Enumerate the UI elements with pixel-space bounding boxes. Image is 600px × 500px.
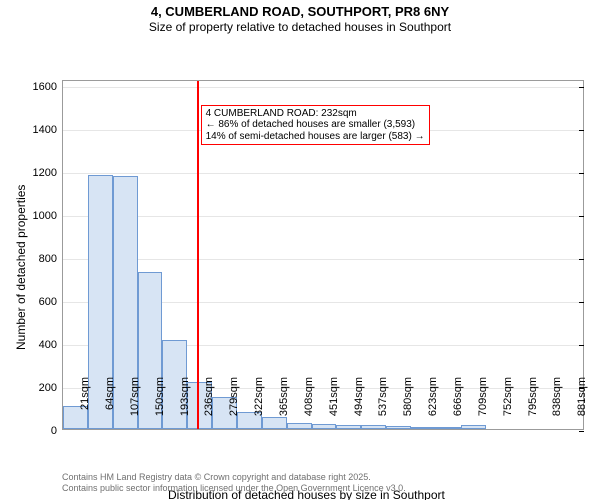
- footer-attribution: Contains HM Land Registry data © Crown c…: [62, 472, 406, 494]
- ytick-label: 1000: [33, 210, 63, 222]
- xtick-label: 838sqm: [551, 377, 563, 433]
- xtick-label: 580sqm: [402, 377, 414, 433]
- plot-area: 020040060080010001200140016004 CUMBERLAN…: [62, 80, 584, 430]
- xtick-label: 709sqm: [477, 377, 489, 433]
- xtick-label: 64sqm: [104, 377, 116, 433]
- xtick-label: 107sqm: [129, 377, 141, 433]
- ytick-mark: [579, 302, 584, 303]
- xtick-label: 666sqm: [452, 377, 464, 433]
- ytick-mark: [579, 87, 584, 88]
- ytick-mark: [579, 345, 584, 346]
- xtick-label: 623sqm: [427, 377, 439, 433]
- gridline: [63, 173, 583, 174]
- y-axis-label: Number of detached properties: [14, 185, 28, 350]
- xtick-label: 322sqm: [253, 377, 265, 433]
- ytick-mark: [579, 130, 584, 131]
- ytick-label: 800: [39, 253, 63, 265]
- annotation-box: 4 CUMBERLAND ROAD: 232sqm← 86% of detach…: [201, 105, 430, 146]
- xtick-label: 21sqm: [79, 377, 91, 433]
- xtick-label: 451sqm: [328, 377, 340, 433]
- xtick-label: 881sqm: [576, 377, 588, 433]
- ytick-mark: [579, 259, 584, 260]
- reference-line: [197, 81, 199, 429]
- annotation-line: ← 86% of detached houses are smaller (3,…: [206, 119, 425, 131]
- annotation-line: 4 CUMBERLAND ROAD: 232sqm: [206, 108, 425, 120]
- ytick-label: 0: [51, 425, 63, 437]
- footer-line: Contains HM Land Registry data © Crown c…: [62, 472, 406, 483]
- xtick-label: 795sqm: [527, 377, 539, 433]
- page-title: 4, CUMBERLAND ROAD, SOUTHPORT, PR8 6NY: [0, 0, 600, 20]
- xtick-label: 365sqm: [278, 377, 290, 433]
- ytick-label: 600: [39, 296, 63, 308]
- xtick-label: 236sqm: [203, 377, 215, 433]
- xtick-label: 494sqm: [353, 377, 365, 433]
- footer-line: Contains public sector information licen…: [62, 483, 406, 494]
- annotation-line: 14% of semi-detached houses are larger (…: [206, 131, 425, 143]
- ytick-label: 200: [39, 382, 63, 394]
- gridline: [63, 216, 583, 217]
- ytick-label: 1600: [33, 81, 63, 93]
- ytick-mark: [579, 173, 584, 174]
- xtick-label: 279sqm: [228, 377, 240, 433]
- ytick-label: 1200: [33, 167, 63, 179]
- chart-container: 0 200 400 600 800 1000 1200 1400 1600 4 CUMBERLAN…: [0, 34, 600, 500]
- ytick-label: 1400: [33, 124, 63, 136]
- page-subtitle: Size of property relative to detached ho…: [0, 20, 600, 34]
- xtick-label: 408sqm: [303, 377, 315, 433]
- gridline: [63, 259, 583, 260]
- xtick-label: 193sqm: [179, 377, 191, 433]
- ytick-label: 400: [39, 339, 63, 351]
- ytick-mark: [579, 216, 584, 217]
- gridline: [63, 87, 583, 88]
- xtick-label: 150sqm: [154, 377, 166, 433]
- xtick-label: 537sqm: [377, 377, 389, 433]
- xtick-label: 752sqm: [502, 377, 514, 433]
